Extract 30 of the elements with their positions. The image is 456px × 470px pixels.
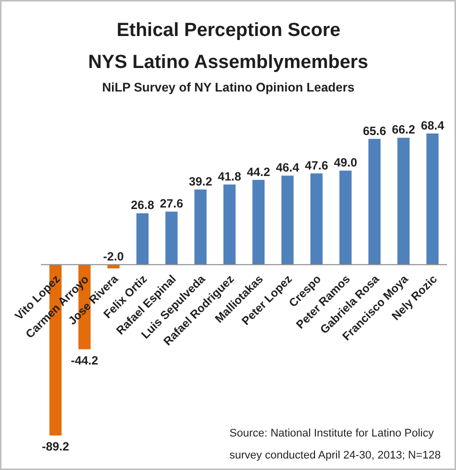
bar xyxy=(194,189,207,265)
bar xyxy=(223,184,236,265)
bar xyxy=(310,173,323,265)
data-label: -89.2 xyxy=(42,440,70,454)
data-label: 68.4 xyxy=(420,118,445,132)
data-label: 26.8 xyxy=(130,198,155,212)
bar xyxy=(368,138,381,265)
data-label: 46.4 xyxy=(276,160,300,175)
bar xyxy=(165,212,178,265)
data-label: -44.2 xyxy=(70,353,98,368)
data-label: 27.6 xyxy=(160,196,184,211)
data-label: 66.2 xyxy=(392,122,416,137)
bar xyxy=(397,138,410,265)
data-label: 47.6 xyxy=(304,158,329,172)
data-label: 44.2 xyxy=(246,164,271,179)
text: survey conducted April 24-30, 2013; N=128 xyxy=(230,450,441,462)
bar xyxy=(281,176,294,265)
bar xyxy=(107,264,120,268)
bar xyxy=(339,170,352,265)
bar xyxy=(136,213,149,265)
data-label: 65.6 xyxy=(362,124,387,138)
annotation: Source: National Institute for Latino Policy xyxy=(230,428,434,440)
bar xyxy=(252,180,265,265)
data-label: 41.8 xyxy=(218,169,242,184)
bar xyxy=(426,134,439,265)
chart-title: Ethical Perception Score NYS Latino Assemblymembers xyxy=(88,20,368,73)
data-label: 49.0 xyxy=(334,156,358,170)
data-label: -2.0 xyxy=(103,250,124,264)
chart-subtitle: NiLP Survey of NY Latino Opinion Leaders xyxy=(102,80,355,94)
data-label: 39.2 xyxy=(188,174,213,188)
